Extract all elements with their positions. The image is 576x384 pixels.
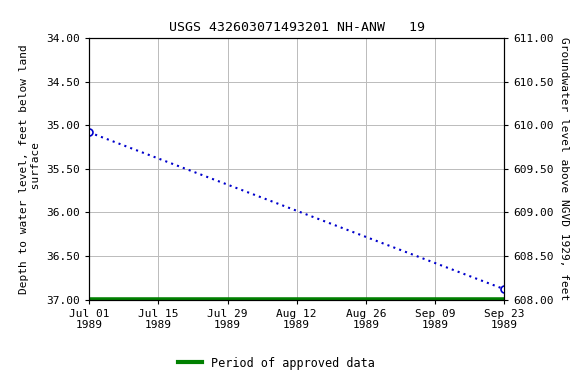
Y-axis label: Groundwater level above NGVD 1929, feet: Groundwater level above NGVD 1929, feet — [559, 37, 569, 301]
Y-axis label: Depth to water level, feet below land
 surface: Depth to water level, feet below land su… — [20, 44, 41, 294]
Legend: Period of approved data: Period of approved data — [173, 352, 380, 374]
Title: USGS 432603071493201 NH-ANW   19: USGS 432603071493201 NH-ANW 19 — [169, 22, 425, 35]
